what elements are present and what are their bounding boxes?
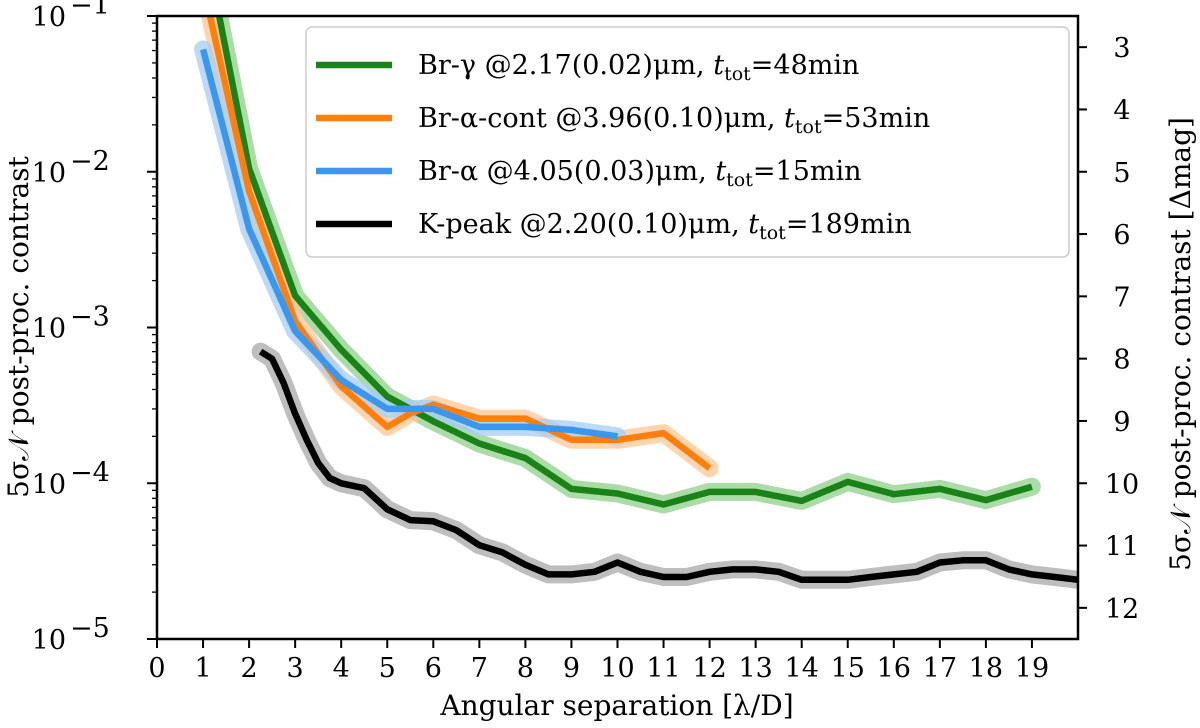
series-lines	[199, 16, 1078, 584]
y-left-tick-exponent: −5	[70, 613, 110, 644]
series-line-1	[206, 16, 712, 471]
x-tick-label: 11	[646, 653, 680, 684]
x-tick-label: 16	[877, 653, 911, 684]
y-axis-right-title: 5σ𝒩 post-proc. contrast [Δmag]	[1164, 117, 1197, 571]
y-right-tick-label: 11	[1105, 532, 1139, 563]
series-line-2	[199, 48, 618, 440]
x-tick-label: 2	[241, 653, 258, 684]
y-left-tick-label: 10	[32, 314, 66, 345]
legend: Br-γ @2.17(0.02)μm, ttot=48min Br-α-cont …	[305, 26, 1070, 258]
y-left-tick-label: 10	[32, 469, 66, 500]
x-tick-label: 1	[194, 653, 211, 684]
x-tick-label: 8	[517, 653, 534, 684]
series-line-3	[258, 348, 1078, 584]
x-tick-label: 13	[738, 653, 772, 684]
y-left-tick-exponent: −2	[70, 146, 110, 177]
y-right-tick-label: 8	[1113, 345, 1130, 376]
series-line-0	[216, 16, 1033, 508]
y-right-tick-label: 6	[1113, 220, 1130, 251]
x-tick-label: 3	[287, 653, 304, 684]
y-left-tick-label: 10	[32, 625, 66, 656]
x-tick-label: 5	[379, 653, 396, 684]
legend-label-2: Br-α @4.05(0.03)μm, ttot=15min	[418, 156, 862, 191]
y-axis-left-ticks: 10−510−410−310−210−1	[32, 0, 157, 656]
y-axis-right-ticks: 3 4 5 6 7 8 9 10 11 12	[1078, 33, 1139, 625]
x-tick-label: 0	[148, 653, 165, 684]
x-tick-label: 12	[692, 653, 726, 684]
legend-box	[305, 26, 1070, 258]
y-axis-left-title: 5σ𝒩 post-proc. contrast	[2, 155, 35, 497]
y-left-tick-exponent: −3	[70, 302, 110, 333]
x-tick-label: 9	[563, 653, 580, 684]
x-tick-label: 7	[471, 653, 488, 684]
x-axis-ticks: 0 1 2 3 4 5 6 7 8 9 10 11 12 13 14 15 16 17 18 19	[148, 639, 1049, 684]
y-left-tick-exponent: −4	[70, 457, 110, 488]
y-left-tick-exponent: −1	[70, 0, 110, 21]
y-right-tick-label: 10	[1105, 469, 1139, 500]
y-left-tick-label: 10	[32, 2, 66, 33]
legend-label-0: Br-γ @2.17(0.02)μm, ttot=48min	[418, 50, 859, 85]
x-tick-label: 10	[600, 653, 634, 684]
y-right-tick-label: 3	[1113, 33, 1130, 64]
y-right-tick-label: 9	[1113, 407, 1130, 438]
y-right-tick-label: 5	[1113, 158, 1130, 189]
y-right-tick-label: 7	[1113, 282, 1130, 313]
x-tick-label: 18	[969, 653, 1003, 684]
x-tick-label: 17	[923, 653, 957, 684]
x-tick-label: 6	[425, 653, 442, 684]
x-tick-label: 19	[1015, 653, 1049, 684]
legend-label-1: Br-α-cont @3.96(0.10)μm, ttot=53min	[418, 103, 930, 138]
legend-label-3: K-peak @2.20(0.10)μm, ttot=189min	[418, 209, 912, 244]
y-right-tick-label: 12	[1105, 594, 1139, 625]
x-tick-label: 14	[785, 653, 819, 684]
y-right-tick-label: 4	[1113, 95, 1130, 126]
x-tick-label: 4	[333, 653, 350, 684]
y-left-tick-label: 10	[32, 158, 66, 189]
x-axis-title: Angular separation [λ/D]	[439, 689, 793, 722]
x-tick-label: 15	[831, 653, 865, 684]
